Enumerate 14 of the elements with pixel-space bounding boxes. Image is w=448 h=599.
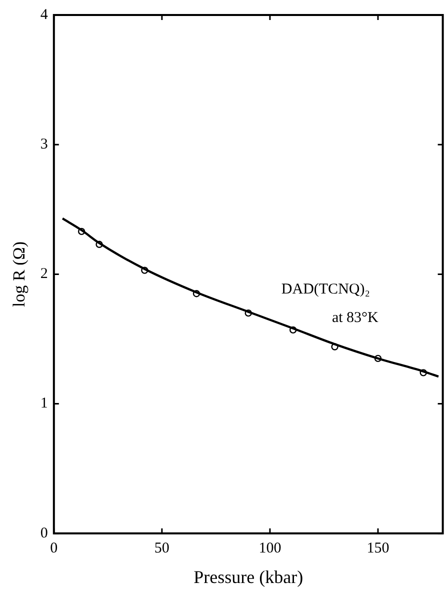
y-tick-label: 1 [40, 396, 48, 412]
x-tick-label: 150 [366, 540, 390, 556]
x-tick-label: 50 [154, 540, 170, 556]
annotation: DAD(TCNQ)₂ [281, 282, 370, 298]
x-tick-label: 100 [258, 540, 282, 556]
x-tick-label: 0 [50, 540, 58, 556]
annotation: at 83°K [332, 310, 379, 326]
y-tick-label: 2 [40, 266, 48, 282]
y-tick-label: 0 [40, 525, 48, 542]
y-tick-label: 4 [40, 6, 48, 23]
x-axis-title: Pressure (kbar) [194, 566, 304, 587]
y-tick-label: 3 [40, 136, 48, 153]
line-series [61, 217, 440, 378]
y-axis-title: log R (Ω) [10, 241, 29, 307]
